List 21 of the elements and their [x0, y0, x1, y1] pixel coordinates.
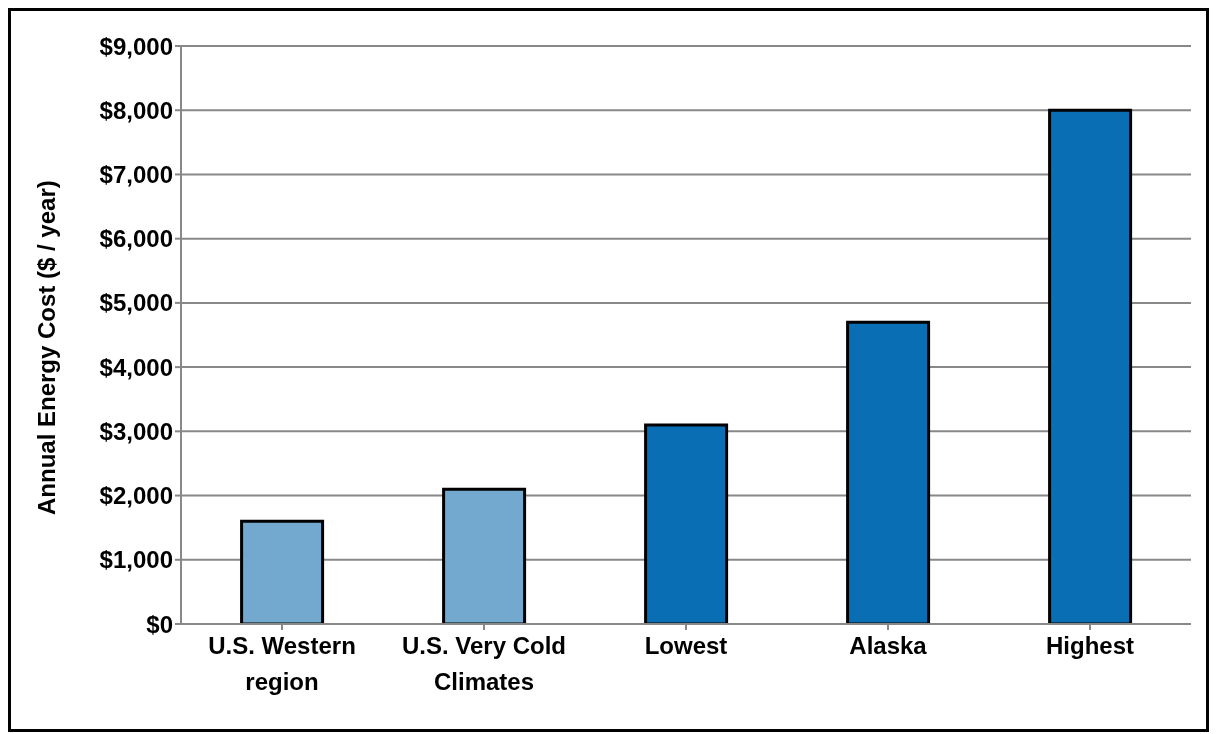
y-tick-label: $5,000 [99, 289, 173, 317]
bar [644, 423, 729, 624]
y-tick-label: $2,000 [99, 482, 173, 510]
x-tick-label: U.S. Very Cold Climates [401, 632, 567, 695]
y-axis-title: Annual Energy Cost ($ / year) [32, 180, 60, 515]
x-tick-label: Alaska [849, 632, 928, 659]
x-tick-label: Lowest [644, 632, 728, 659]
y-tick-label: $7,000 [99, 160, 173, 188]
y-tick-label: $6,000 [99, 225, 173, 253]
bar [442, 487, 527, 624]
y-tick-label: $4,000 [99, 353, 173, 381]
y-tick-label: $0 [146, 610, 173, 638]
x-tick-label: U.S. Western region [208, 632, 356, 695]
y-tick-label: $8,000 [99, 96, 173, 124]
x-tick-label: Highest [1045, 632, 1135, 659]
bar [240, 519, 325, 624]
y-tick-label: $1,000 [99, 546, 173, 574]
bar [1048, 108, 1133, 624]
y-tick-label: $9,000 [99, 32, 173, 60]
bar [846, 320, 931, 624]
y-tick-label: $3,000 [99, 417, 173, 445]
